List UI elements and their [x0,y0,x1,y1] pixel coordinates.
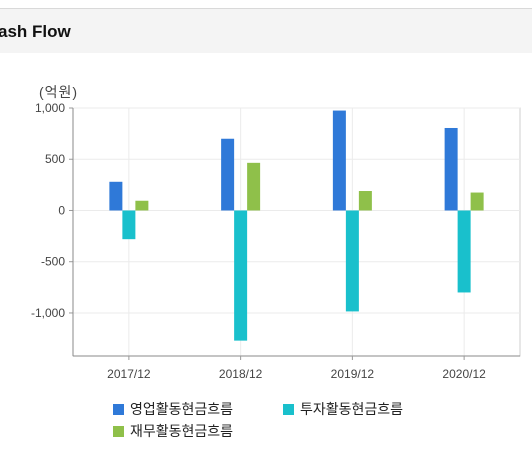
bar [234,210,248,341]
legend-label: 투자활동현금흐름 [300,401,404,417]
x-tick-label: 2019/12 [331,367,375,381]
y-axis-unit-label: (억원) [39,84,79,100]
x-tick-label: 2018/12 [219,367,263,381]
bar [135,200,149,211]
legend-swatch [113,425,124,437]
legend-label: 영업활동현금흐름 [130,401,234,417]
legend-item: 재무활동현금흐름 [113,421,233,441]
legend-label: 재무활동현금흐름 [130,423,234,439]
legend-item: 투자활동현금흐름 [283,399,403,419]
bar [444,127,458,211]
bar [122,210,136,240]
section-header: ash Flow [0,9,532,53]
bar [247,162,261,211]
bar [332,110,346,211]
y-tick-label: 1,000 [35,101,65,115]
legend-item: 영업활동현금흐름 [113,399,233,419]
bar [470,192,484,211]
legend-swatch [113,403,124,415]
y-tick-label: 0 [58,203,65,217]
bar [109,181,123,211]
legend-swatch [283,403,294,415]
x-tick-label: 2020/12 [442,367,486,381]
bar [345,210,359,312]
bar [457,210,471,293]
bar [358,191,372,211]
section-title: ash Flow [0,22,71,41]
y-tick-label: -1,000 [31,306,65,320]
cash-flow-chart: 1,000 500 0 -500 -1,000 2017/12 2018/12 2019/12… [31,101,521,381]
y-tick-label: 500 [45,152,65,166]
x-tick-label: 2017/12 [107,367,151,381]
y-tick-label: -500 [41,255,65,269]
top-divider [0,8,532,9]
bar [221,138,235,211]
